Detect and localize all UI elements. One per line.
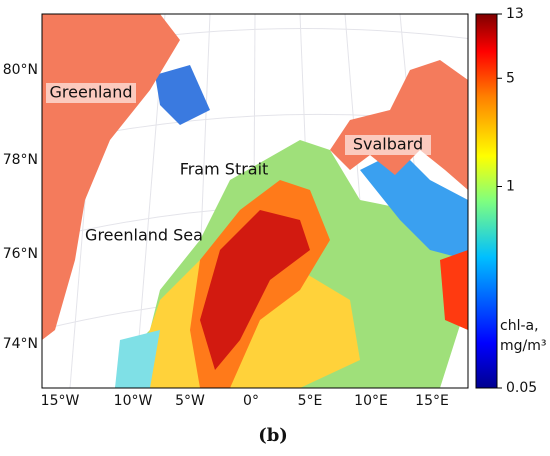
lon-label: 10°W <box>114 393 153 409</box>
colorbar-label: chl-a, <box>500 318 539 334</box>
colorbar-tick-label: 5 <box>506 70 515 86</box>
colorbar <box>475 13 498 389</box>
lon-label: 5°E <box>298 393 323 409</box>
lat-label: 76°N <box>3 246 38 262</box>
lon-label: 15°W <box>41 393 80 409</box>
lat-label: 80°N <box>3 62 38 78</box>
place-label: Svalbard <box>353 135 423 154</box>
lon-label: 15°E <box>415 393 449 409</box>
colorbar-tick-label: 13 <box>506 6 524 22</box>
place-label: Greenland <box>50 83 133 102</box>
lon-label: 10°E <box>354 393 388 409</box>
lat-label: 74°N <box>3 336 38 352</box>
place-label: Greenland Sea <box>85 226 203 245</box>
colorbar-tick-label: 1 <box>506 179 515 195</box>
caption: (b) <box>258 425 288 446</box>
lon-label: 0° <box>243 393 259 409</box>
colorbar-label: mg/m³ <box>500 338 547 354</box>
colorbar-tick-label: 0.05 <box>506 380 537 396</box>
map-frame <box>41 13 469 389</box>
place-label: Fram Strait <box>180 160 269 179</box>
map-area <box>42 14 468 388</box>
lon-label: 5°W <box>175 393 205 409</box>
lat-label: 78°N <box>3 152 38 168</box>
